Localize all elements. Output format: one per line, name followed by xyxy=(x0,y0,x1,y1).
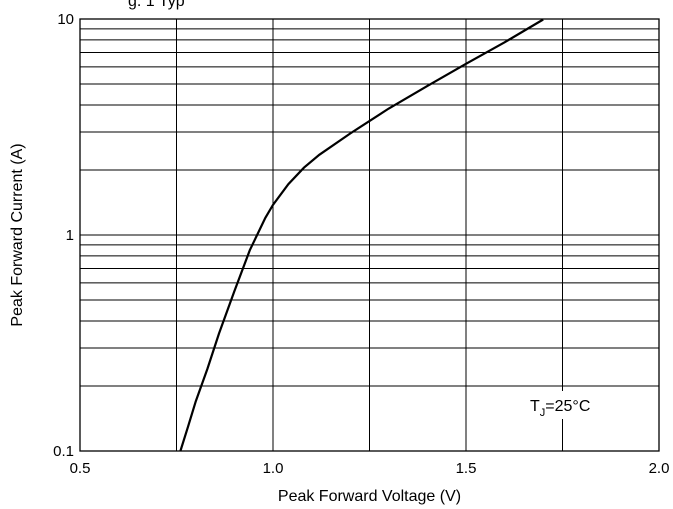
chart-title-fragment: g. 1 Typ xyxy=(128,0,185,10)
temperature-annotation: TJ=25°C xyxy=(522,391,628,419)
y-tick-label: 10 xyxy=(57,11,74,28)
annotation-subscript: J xyxy=(540,407,546,419)
junction-temperature-label: TJ=25°C xyxy=(530,398,590,419)
annotation-background xyxy=(522,391,628,419)
x-tick-label: 0.5 xyxy=(70,460,91,477)
x-tick-label: 2.0 xyxy=(649,460,670,477)
grid xyxy=(80,19,659,451)
x-tick-label: 1.0 xyxy=(263,460,284,477)
plot-frame xyxy=(79,18,660,452)
y-axis-label: Peak Forward Current (A) xyxy=(9,143,26,326)
y-tick-labels: 0.1 1 10 xyxy=(53,11,74,460)
x-axis-label: Peak Forward Voltage (V) xyxy=(278,488,461,505)
x-tick-labels: 0.5 1.0 1.5 2.0 xyxy=(70,460,670,477)
y-tick-label: 0.1 xyxy=(53,443,74,460)
annotation-main: T xyxy=(530,398,540,415)
annotation-rest: =25°C xyxy=(545,398,590,415)
forward-characteristic-curve xyxy=(179,18,544,452)
x-tick-label: 1.5 xyxy=(456,460,477,477)
y-tick-label: 1 xyxy=(66,227,74,244)
